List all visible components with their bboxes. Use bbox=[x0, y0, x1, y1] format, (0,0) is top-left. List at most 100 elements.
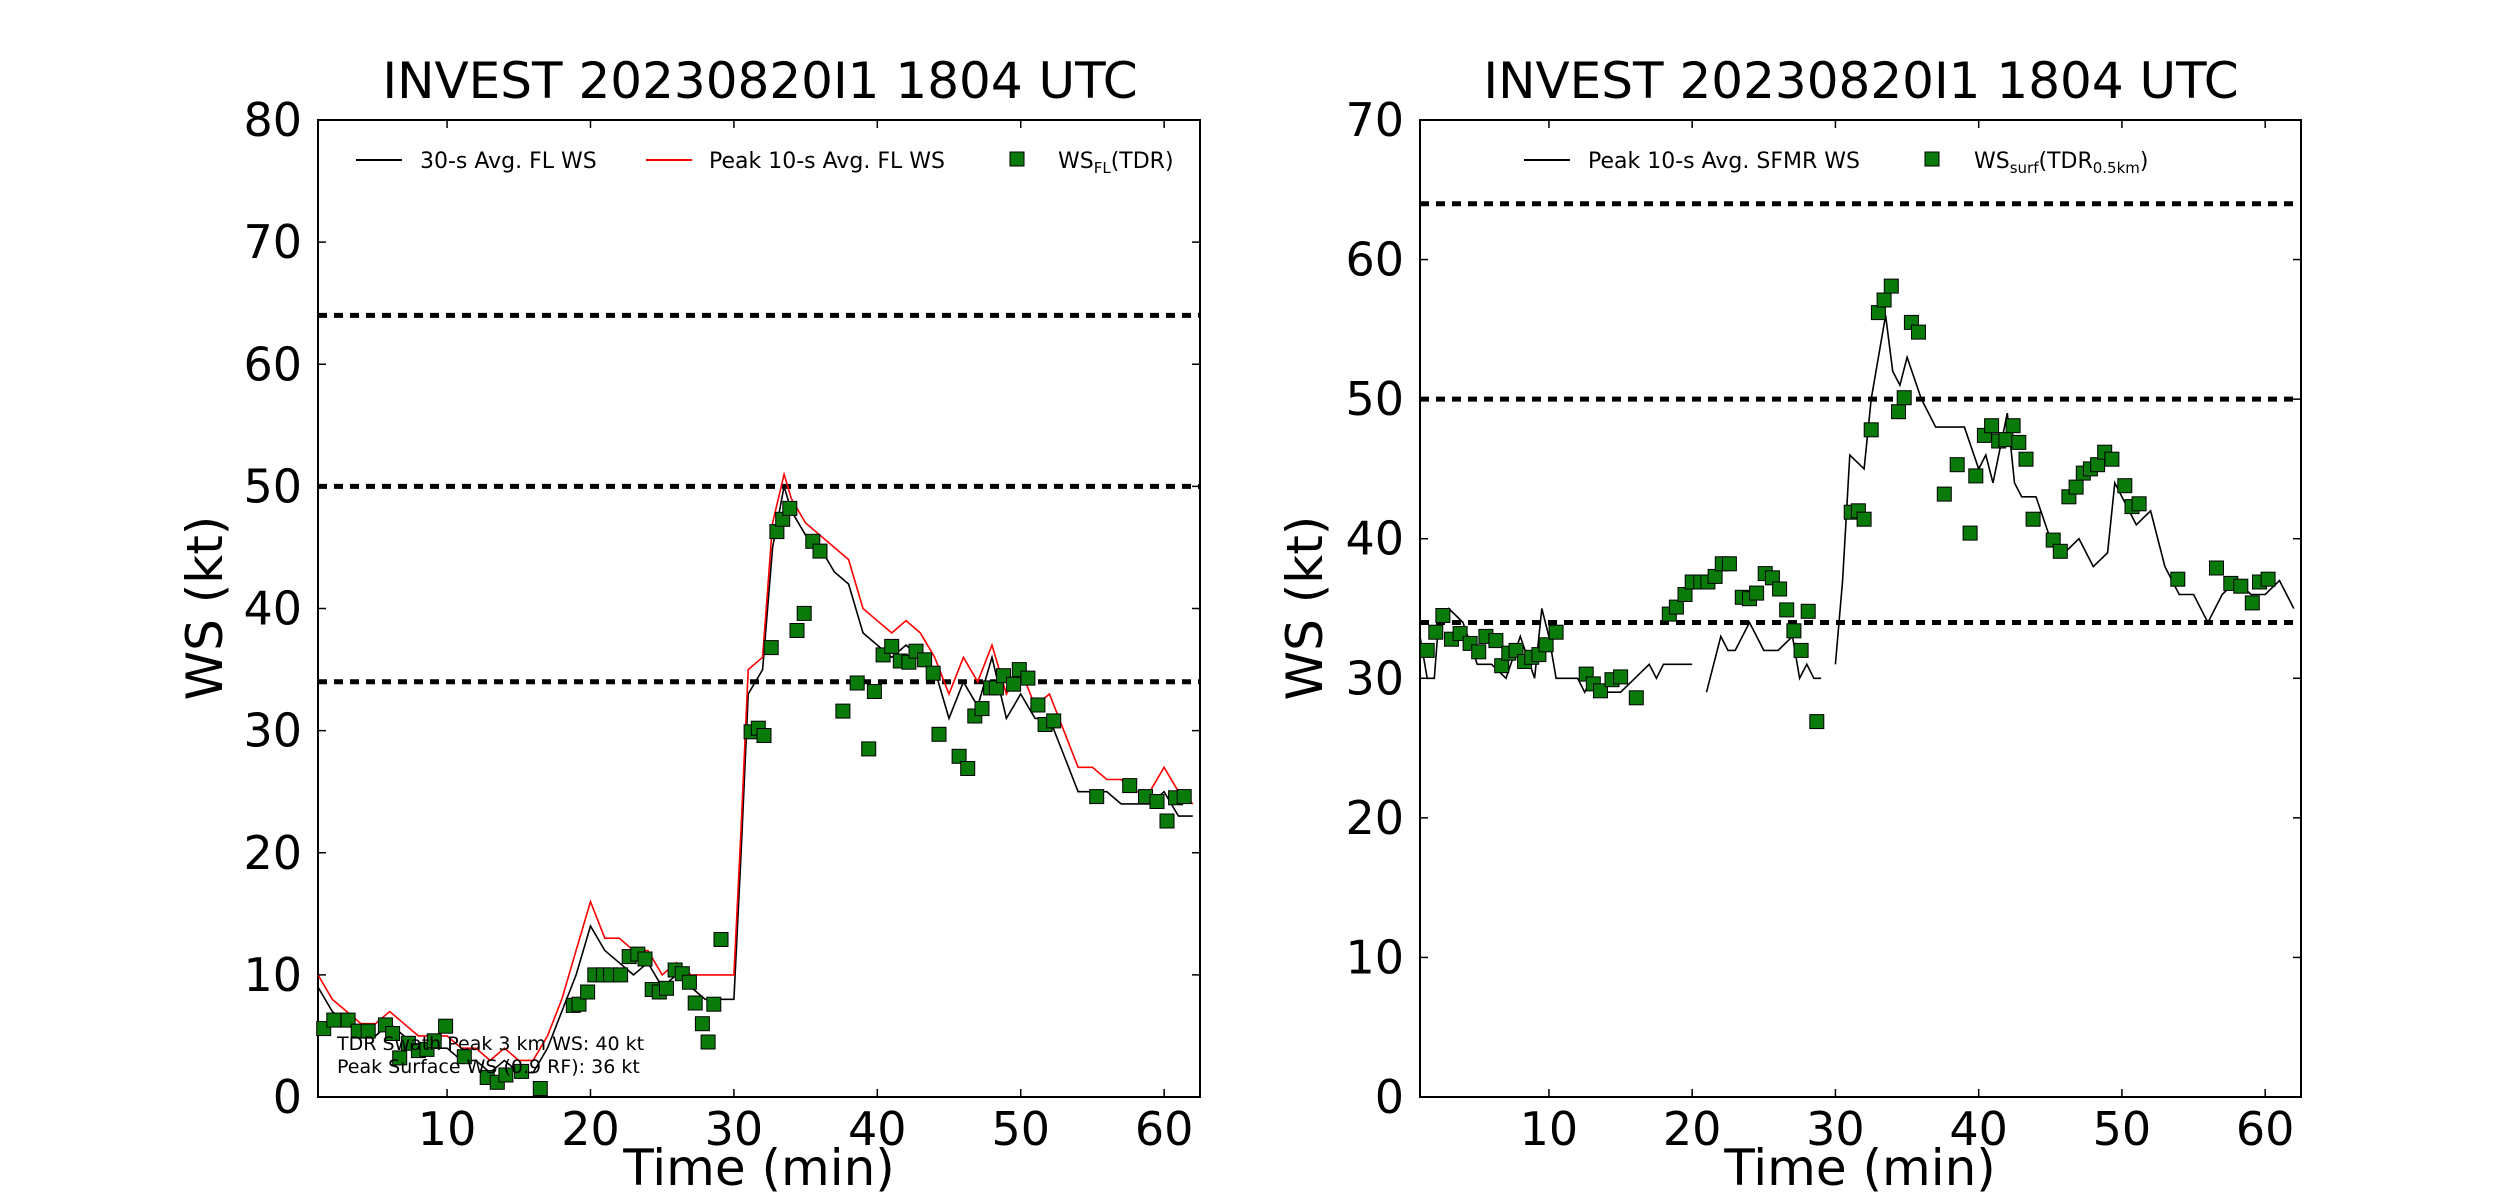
legend-label-peak-10s: Peak 10-s Avg. FL WS bbox=[709, 149, 945, 174]
tdr-point bbox=[1984, 418, 2000, 434]
tdr-point bbox=[1538, 637, 1554, 653]
y-tick-label: 40 bbox=[243, 582, 302, 636]
tdr-point bbox=[1428, 624, 1444, 640]
tdr-point bbox=[763, 640, 779, 656]
chart-title: INVEST 20230820I1 1804 UTC bbox=[1483, 52, 2238, 110]
y-tick-label: 10 bbox=[243, 948, 302, 1002]
tdr-point bbox=[1911, 324, 1926, 340]
tdr-point bbox=[2260, 571, 2276, 587]
tdr-point bbox=[1800, 603, 1816, 619]
tdr-point bbox=[659, 980, 674, 996]
y-tick-label: 0 bbox=[1375, 1070, 1404, 1124]
tdr-point bbox=[789, 623, 805, 638]
x-tick-label: 30 bbox=[705, 1102, 764, 1156]
tdr-point bbox=[392, 1050, 408, 1066]
tdr-point bbox=[1668, 599, 1684, 615]
tdr-point bbox=[713, 932, 729, 947]
tdr-point bbox=[861, 741, 877, 757]
tdr-point bbox=[1628, 690, 1644, 706]
tdr-point bbox=[1613, 669, 1629, 685]
tdr-point bbox=[1883, 278, 1899, 294]
x-axis-label: Time (min) bbox=[622, 1139, 895, 1197]
tdr-point bbox=[1149, 794, 1165, 809]
tdr-point bbox=[925, 665, 941, 681]
tdr-point bbox=[917, 652, 933, 668]
tdr-point bbox=[960, 761, 976, 776]
legend-label-tdr-surf: WSsurf(TDR0.5km) bbox=[1974, 149, 2149, 177]
tdr-point bbox=[884, 638, 900, 654]
right-panel: INVEST 20230820I1 1804 UTC 10 20 30 40 50 60 0… bbox=[1276, 52, 2302, 1197]
tdr-point bbox=[1435, 608, 1451, 623]
tdr-point bbox=[796, 605, 812, 621]
y-axis-label: WS (kt) bbox=[176, 516, 234, 701]
tdr-point bbox=[1419, 642, 1435, 658]
y-tick-label: 20 bbox=[1345, 791, 1404, 845]
x-tick-label: 60 bbox=[2236, 1102, 2295, 1156]
tdr-point bbox=[849, 675, 865, 691]
tdr-point bbox=[637, 951, 653, 967]
tdr-point bbox=[2209, 560, 2224, 576]
tdr-point bbox=[1968, 468, 1984, 484]
tdr-point bbox=[1749, 585, 1765, 601]
tdr-point bbox=[2011, 434, 2027, 450]
tdr-point bbox=[1176, 789, 1192, 805]
legend-label-30s-avg: 30-s Avg. FL WS bbox=[420, 149, 597, 174]
tdr-point bbox=[2025, 511, 2041, 527]
tdr-point bbox=[687, 995, 703, 1011]
legend-label-tdr: WSFL(TDR) bbox=[1058, 149, 1174, 177]
y-tick-label: 70 bbox=[243, 215, 302, 269]
tdr-point bbox=[681, 974, 697, 990]
tdr-point bbox=[2068, 479, 2084, 495]
tdr-point bbox=[2170, 571, 2186, 587]
tdr-point bbox=[1856, 511, 1872, 527]
x-tick-label: 10 bbox=[418, 1102, 477, 1156]
x-tick-label: 20 bbox=[561, 1102, 620, 1156]
tdr-point bbox=[700, 1034, 716, 1050]
tdr-point bbox=[1936, 486, 1952, 502]
tdr-point bbox=[1020, 670, 1036, 686]
legend: Peak 10-s Avg. SFMR WS WSsurf(TDR0.5km) bbox=[1524, 149, 2149, 177]
annotation-tdr-swath: TDR Swath Peak 3 km WS: 40 kt bbox=[336, 1033, 644, 1055]
tdr-point bbox=[1949, 457, 1965, 473]
y-tick-label: 40 bbox=[1345, 512, 1404, 566]
tdr-point bbox=[706, 996, 722, 1012]
tdr-point bbox=[866, 684, 882, 699]
tdr-point bbox=[2233, 578, 2249, 594]
tdr-point bbox=[812, 543, 828, 559]
tdr-point bbox=[1488, 633, 1504, 649]
tdr-point bbox=[438, 1018, 454, 1034]
tdr-point bbox=[1876, 292, 1892, 308]
tdr-point bbox=[1030, 697, 1046, 713]
tdr-point bbox=[1896, 390, 1912, 406]
tdr-point bbox=[1122, 778, 1138, 794]
x-tick-label: 40 bbox=[1949, 1102, 2008, 1156]
tdr-point bbox=[1006, 676, 1022, 692]
y-tick-label: 10 bbox=[1345, 930, 1404, 984]
y-tick-label: 0 bbox=[273, 1070, 302, 1124]
tdr-point bbox=[326, 1012, 342, 1028]
tdr-point bbox=[931, 726, 947, 742]
left-panel: INVEST 20230820I1 1804 UTC 10 20 30 40 50 60 0… bbox=[176, 52, 1201, 1197]
tdr-point bbox=[1548, 624, 1564, 640]
tdr-point bbox=[2117, 478, 2133, 494]
tdr-point bbox=[571, 996, 587, 1012]
tdr-point bbox=[1779, 602, 1795, 618]
tdr-point bbox=[1471, 644, 1487, 660]
tdr-point bbox=[2244, 595, 2260, 611]
tdr-point bbox=[613, 967, 629, 983]
legend-label-sfmr: Peak 10-s Avg. SFMR WS bbox=[1588, 149, 1860, 174]
tdr-point bbox=[1677, 587, 1693, 602]
tdr-point bbox=[456, 1049, 472, 1065]
tdr-point bbox=[1962, 525, 1978, 541]
x-tick-label: 50 bbox=[2093, 1102, 2152, 1156]
x-tick-label: 60 bbox=[1135, 1102, 1194, 1156]
tdr-point bbox=[1707, 568, 1723, 584]
tdr-point bbox=[580, 984, 596, 1000]
y-tick-label: 30 bbox=[1345, 651, 1404, 705]
y-tick-label: 20 bbox=[243, 826, 302, 880]
tdr-point bbox=[1809, 714, 1825, 730]
tdr-point bbox=[2005, 418, 2021, 434]
tdr-point bbox=[2090, 457, 2106, 473]
series-1-line bbox=[317, 471, 1194, 1062]
tdr-point bbox=[385, 1026, 401, 1041]
